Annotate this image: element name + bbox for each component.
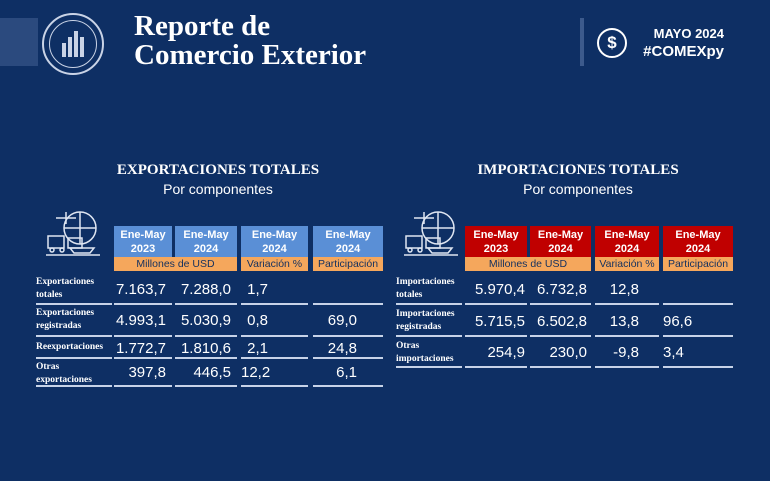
units-label: Participación % (663, 257, 733, 284)
column-header: Ene-May 2024 (663, 226, 733, 257)
row-divider (313, 303, 383, 305)
units-label: Millones de USD (465, 257, 591, 271)
trade-icon (400, 208, 462, 258)
cell-v2023: 397,8 (128, 364, 166, 381)
column-header: Ene-May 2024 (530, 226, 591, 257)
row-divider (241, 385, 308, 387)
cell-v2024: 6.502,8 (536, 312, 587, 330)
column-header: Ene-May 2024 (313, 226, 383, 257)
cell-part: 24,8 (327, 340, 357, 357)
units-label: Variación % (241, 257, 308, 271)
row-label: Importaciones totales (396, 277, 455, 300)
cell-v2024: 7.288,0 (180, 280, 231, 298)
cell-v2023: 1.772,7 (115, 340, 166, 357)
cell-v2023: 5.715,5 (474, 312, 525, 330)
cell-v2023: 7.163,7 (115, 280, 166, 298)
row-divider (114, 303, 172, 305)
title-line-2: Comercio Exterior (134, 39, 367, 71)
report-date: MAYO 2024 #COMEXpy (640, 25, 724, 61)
divider (580, 18, 584, 66)
row-label: Reexportaciones (36, 342, 104, 352)
title-line-1: Reporte de (134, 10, 271, 42)
cell-var: 13,8 (609, 312, 639, 330)
row-divider (36, 303, 112, 305)
units-label: Variación % (595, 257, 659, 271)
row-divider (114, 335, 172, 337)
cell-part: 69,0 (327, 312, 357, 329)
units-label: Participación % (313, 257, 383, 284)
row-divider (241, 303, 308, 305)
row-divider (36, 335, 112, 337)
row-divider (114, 357, 172, 359)
row-divider (396, 335, 462, 337)
row-divider (175, 357, 237, 359)
row-divider (663, 366, 733, 368)
cell-v2024: 6.732,8 (536, 280, 587, 298)
cell-part: 96,6 (663, 312, 693, 330)
row-divider (663, 303, 733, 305)
row-label: Importaciones registradas (396, 309, 455, 332)
row-divider (36, 357, 112, 359)
row-divider (313, 385, 383, 387)
row-divider (396, 303, 462, 305)
row-divider (465, 335, 527, 337)
row-label: Exportaciones registradas (36, 308, 95, 331)
section-subtitle: Por componentes (163, 181, 273, 197)
row-divider (396, 366, 462, 368)
row-divider (313, 335, 383, 337)
section-title: EXPORTACIONES TOTALES (116, 162, 320, 178)
cell-v2023: 5.970,4 (474, 280, 525, 298)
cell-v2024: 230,0 (549, 344, 587, 361)
column-header: Ene-May 2024 (175, 226, 237, 257)
row-divider (530, 303, 591, 305)
currency-icon: $ (597, 28, 627, 58)
cell-var: 12,2 (241, 364, 271, 381)
row-divider (465, 366, 527, 368)
row-divider (595, 366, 659, 368)
cell-v2024: 5.030,9 (180, 312, 231, 329)
row-label: Otras importaciones (396, 341, 454, 364)
bcp-logo (42, 13, 104, 75)
column-header: Ene-May 2024 (241, 226, 308, 257)
column-header: Ene-May 2024 (595, 226, 659, 257)
row-divider (595, 335, 659, 337)
cell-v2023: 254,9 (487, 344, 525, 361)
row-divider (175, 303, 237, 305)
row-divider (36, 385, 112, 387)
date-label: MAYO 2024 (653, 26, 724, 41)
cell-v2023: 4.993,1 (115, 312, 166, 329)
cell-var: 1,7 (247, 280, 268, 298)
column-header: Ene-May 2023 (114, 226, 172, 257)
row-divider (465, 303, 527, 305)
row-divider (114, 385, 172, 387)
row-divider (313, 357, 383, 359)
column-header: Ene-May 2023 (465, 226, 527, 257)
cell-v2024: 1.810,6 (180, 340, 231, 357)
hashtag: #COMEXpy (643, 43, 724, 60)
row-divider (663, 335, 733, 337)
section-title: IMPORTACIONES TOTALES (477, 162, 679, 178)
units-label: Millones de USD (114, 257, 237, 271)
row-label: Otras exportaciones (36, 362, 92, 385)
cell-part: 3,4 (663, 344, 684, 361)
row-divider (175, 335, 237, 337)
section-subtitle: Por componentes (523, 181, 633, 197)
cell-var: 0,8 (247, 312, 268, 329)
trade-icon (42, 208, 104, 258)
cell-v2024: 446,5 (193, 364, 231, 381)
row-divider (595, 303, 659, 305)
row-label: Exportaciones totales (36, 277, 95, 300)
row-divider (175, 385, 237, 387)
row-divider (530, 335, 591, 337)
cell-var: -9,8 (613, 344, 639, 361)
cell-var: 2,1 (247, 340, 268, 357)
cell-var: 12,8 (609, 280, 639, 298)
row-divider (241, 335, 308, 337)
row-divider (241, 357, 308, 359)
header-accent-band (0, 18, 38, 66)
cell-part: 6,1 (336, 364, 357, 381)
page-title: Reporte de Comercio Exterior (134, 12, 366, 70)
row-divider (530, 366, 591, 368)
